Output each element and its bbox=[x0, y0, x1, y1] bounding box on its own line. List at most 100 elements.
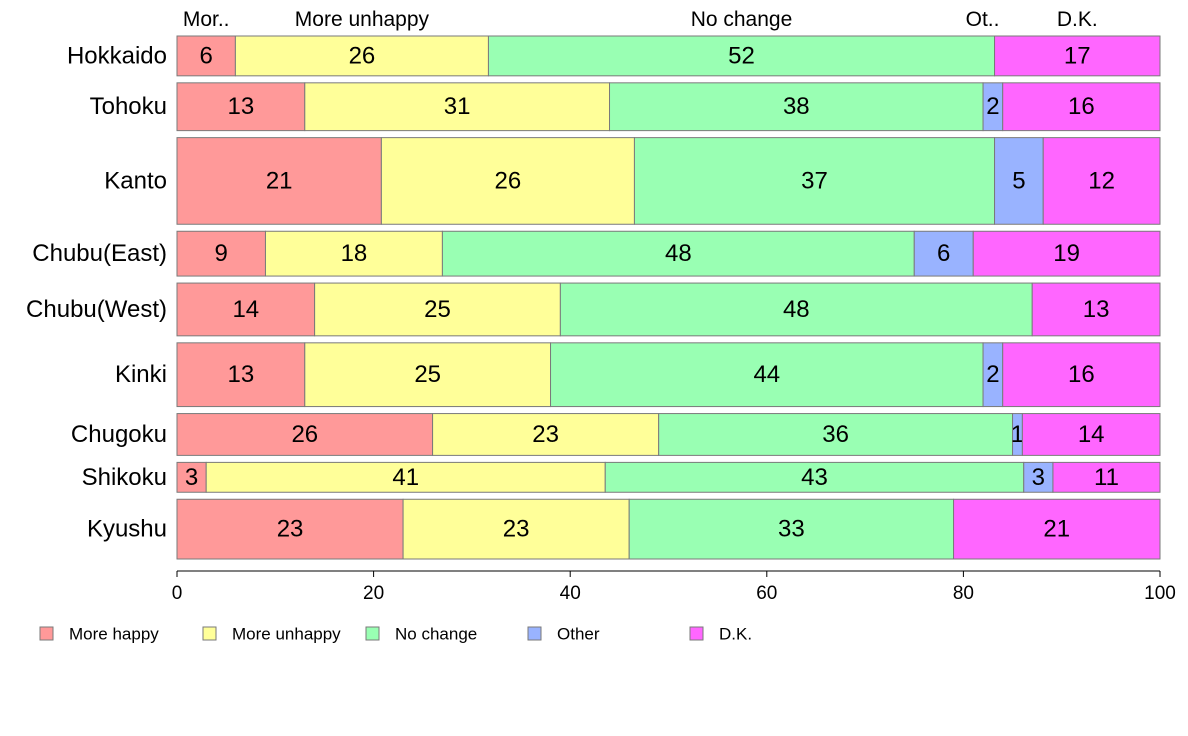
legend-label-no-change: No change bbox=[395, 625, 477, 644]
bar-segment-kinki-more-unhappy bbox=[304, 342, 552, 408]
data-label-chugoku-d-k: 14 bbox=[1078, 421, 1105, 448]
bar-segment-kyushu-no-change bbox=[628, 498, 955, 560]
category-label-kyushu: Kyushu bbox=[87, 516, 167, 543]
bar-segment-shikoku-no-change bbox=[604, 461, 1025, 493]
bar-segment-chubu-east-d-k bbox=[972, 230, 1161, 277]
data-label-tohoku-other: 2 bbox=[986, 93, 999, 120]
bar-segment-chugoku-more-happy bbox=[176, 413, 434, 456]
category-label-chubu-east: Chubu(East) bbox=[32, 240, 167, 267]
bar-segment-chubu-west-more-happy bbox=[176, 282, 316, 337]
data-label-kanto-d-k: 12 bbox=[1088, 167, 1115, 194]
top-label-other: Ot.. bbox=[966, 8, 1000, 31]
legend-swatch-more-happy bbox=[39, 626, 54, 641]
legend-swatch-no-change bbox=[365, 626, 380, 641]
data-label-shikoku-more-unhappy: 41 bbox=[392, 464, 419, 491]
bar-segment-hokkaido-more-happy bbox=[176, 35, 236, 77]
data-label-kinki-more-unhappy: 25 bbox=[414, 361, 441, 388]
data-label-kanto-no-change: 37 bbox=[801, 167, 828, 194]
bar-segment-shikoku-more-happy bbox=[176, 461, 207, 493]
bar-segment-kyushu-more-unhappy bbox=[402, 498, 630, 560]
bar-segment-tohoku-more-happy bbox=[176, 82, 306, 132]
data-label-chubu-east-other: 6 bbox=[937, 240, 950, 267]
data-label-kanto-other: 5 bbox=[1012, 167, 1025, 194]
bar-segment-chubu-west-no-change bbox=[559, 282, 1033, 337]
bar-segment-hokkaido-no-change bbox=[487, 35, 996, 77]
bar-segment-kanto-no-change bbox=[633, 137, 996, 225]
data-label-hokkaido-more-happy: 6 bbox=[200, 42, 213, 69]
data-label-kyushu-more-unhappy: 23 bbox=[503, 516, 530, 543]
legend-label-more-happy: More happy bbox=[69, 625, 159, 644]
legend-swatch-d-k bbox=[689, 626, 704, 641]
legend-label-more-unhappy: More unhappy bbox=[232, 625, 341, 644]
category-label-chubu-west: Chubu(West) bbox=[26, 296, 167, 323]
top-label-more-happy: Mor.. bbox=[183, 8, 230, 31]
data-label-chugoku-other: 1 bbox=[1011, 421, 1024, 448]
data-label-shikoku-d-k: 11 bbox=[1094, 464, 1119, 491]
bar-segment-kinki-more-happy bbox=[176, 342, 306, 408]
bar-segment-kinki-d-k bbox=[1002, 342, 1161, 408]
data-label-chubu-east-more-unhappy: 18 bbox=[341, 240, 368, 267]
bar-segment-chubu-west-d-k bbox=[1031, 282, 1161, 337]
data-label-hokkaido-no-change: 52 bbox=[728, 42, 755, 69]
bar-segment-hokkaido-more-unhappy bbox=[234, 35, 489, 77]
data-label-chubu-east-d-k: 19 bbox=[1053, 240, 1080, 267]
x-tick-label-0: 0 bbox=[172, 583, 183, 604]
bar-segment-kanto-other bbox=[994, 137, 1044, 225]
data-label-chubu-east-no-change: 48 bbox=[665, 240, 692, 267]
data-label-kinki-d-k: 16 bbox=[1068, 361, 1095, 388]
bar-segment-shikoku-other bbox=[1023, 461, 1054, 493]
data-label-kinki-other: 2 bbox=[986, 361, 999, 388]
data-label-hokkaido-more-unhappy: 26 bbox=[349, 42, 376, 69]
data-label-chubu-west-more-happy: 14 bbox=[232, 296, 259, 323]
bar-segment-kanto-d-k bbox=[1042, 137, 1161, 225]
data-label-chubu-west-d-k: 13 bbox=[1083, 296, 1110, 323]
category-label-tohoku: Tohoku bbox=[90, 93, 167, 120]
data-label-kyushu-d-k: 21 bbox=[1043, 516, 1070, 543]
x-tick-label-80: 80 bbox=[953, 583, 974, 604]
legend-swatch-other bbox=[527, 626, 542, 641]
bar-segment-chugoku-more-unhappy bbox=[432, 413, 660, 456]
bar-segment-chugoku-d-k bbox=[1021, 413, 1161, 456]
bar-segment-kyushu-d-k bbox=[953, 498, 1161, 560]
data-label-tohoku-more-happy: 13 bbox=[228, 93, 255, 120]
bar-segment-tohoku-no-change bbox=[609, 82, 984, 132]
bar-segment-kanto-more-happy bbox=[176, 137, 382, 225]
top-label-more-unhappy: More unhappy bbox=[295, 8, 430, 31]
data-label-tohoku-no-change: 38 bbox=[783, 93, 810, 120]
bar-segment-chubu-east-more-unhappy bbox=[264, 230, 443, 277]
legend-label-d-k: D.K. bbox=[719, 625, 752, 644]
bar-segment-chubu-east-no-change bbox=[441, 230, 915, 277]
bar-segment-tohoku-d-k bbox=[1002, 82, 1161, 132]
data-label-chubu-west-no-change: 48 bbox=[783, 296, 810, 323]
category-label-kanto: Kanto bbox=[104, 167, 167, 194]
bar-segment-shikoku-d-k bbox=[1052, 461, 1161, 493]
data-label-chubu-west-more-unhappy: 25 bbox=[424, 296, 451, 323]
data-label-chugoku-more-unhappy: 23 bbox=[532, 421, 559, 448]
bar-segment-chubu-east-more-happy bbox=[176, 230, 266, 277]
data-label-kinki-more-happy: 13 bbox=[228, 361, 255, 388]
x-tick-label-40: 40 bbox=[560, 583, 581, 604]
bar-segment-chugoku-no-change bbox=[658, 413, 1014, 456]
data-label-kyushu-no-change: 33 bbox=[778, 516, 805, 543]
bar-segment-chubu-east-other bbox=[913, 230, 974, 277]
data-label-chugoku-more-happy: 26 bbox=[291, 421, 318, 448]
data-label-chubu-east-more-happy: 9 bbox=[215, 240, 228, 267]
data-label-kinki-no-change: 44 bbox=[753, 361, 780, 388]
data-label-tohoku-d-k: 16 bbox=[1068, 93, 1095, 120]
data-label-shikoku-more-happy: 3 bbox=[185, 464, 198, 491]
bar-segment-kinki-no-change bbox=[550, 342, 984, 408]
bar-segment-tohoku-more-unhappy bbox=[304, 82, 611, 132]
data-label-tohoku-more-unhappy: 31 bbox=[444, 93, 471, 120]
top-label-no-change: No change bbox=[691, 8, 793, 31]
category-label-chugoku: Chugoku bbox=[71, 421, 167, 448]
legend-swatch-more-unhappy bbox=[202, 626, 217, 641]
legend-label-other: Other bbox=[557, 625, 600, 644]
top-label-d-k: D.K. bbox=[1057, 8, 1098, 31]
bar-segment-hokkaido-d-k bbox=[994, 35, 1161, 77]
data-label-chugoku-no-change: 36 bbox=[822, 421, 849, 448]
data-label-kanto-more-unhappy: 26 bbox=[495, 167, 522, 194]
data-label-hokkaido-d-k: 17 bbox=[1064, 42, 1091, 69]
data-label-kyushu-more-happy: 23 bbox=[277, 516, 304, 543]
